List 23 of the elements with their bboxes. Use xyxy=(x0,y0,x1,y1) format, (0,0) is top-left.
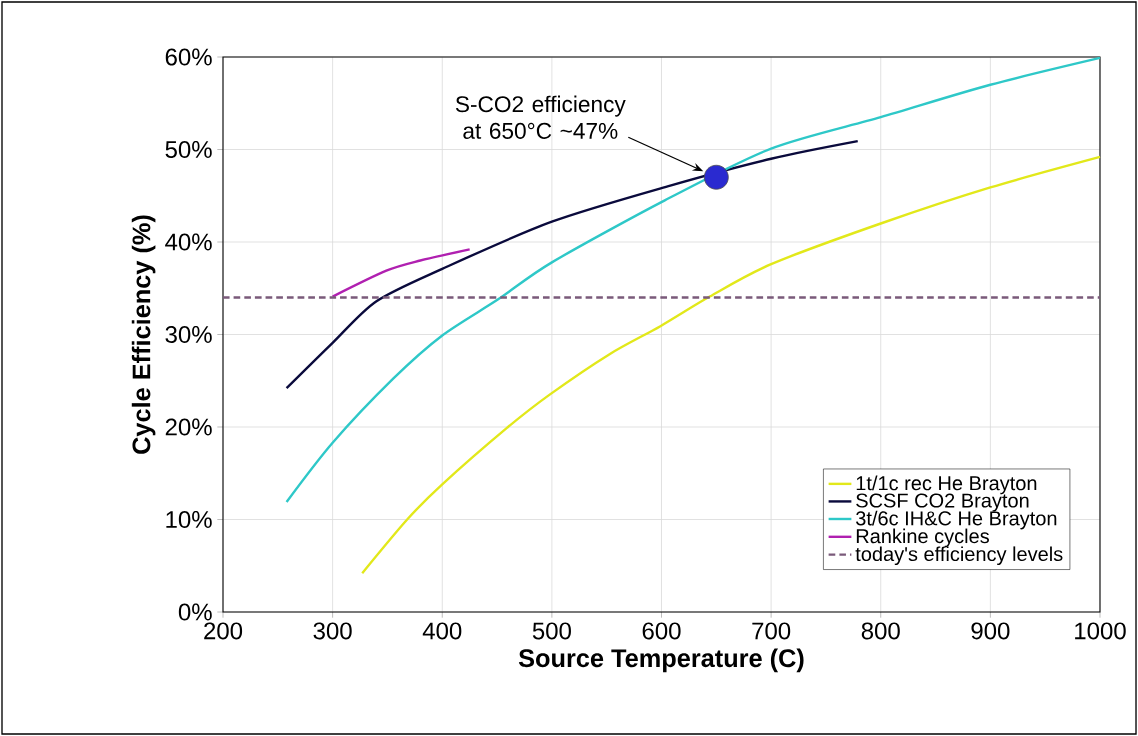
y-tick-label: 10% xyxy=(166,510,212,528)
y-tick-label: 50% xyxy=(165,140,212,158)
x-tick-label: 1000 xyxy=(1075,622,1126,640)
legend-label: today's efficiency levels xyxy=(855,546,1063,566)
x-axis-title: Source Temperature (C) xyxy=(518,648,804,673)
x-tick-label: 600 xyxy=(642,622,681,640)
y-tick-label: 20% xyxy=(165,418,212,436)
y-tick-label: 0% xyxy=(178,603,212,621)
x-tick-label: 500 xyxy=(532,622,571,640)
x-tick-label: 400 xyxy=(422,622,462,640)
y-tick-label: 60% xyxy=(165,48,212,66)
y-tick-label: 30% xyxy=(165,325,212,343)
y-tick-label: 40% xyxy=(165,233,212,251)
line-series xyxy=(361,155,1102,575)
x-tick-label: 700 xyxy=(752,622,791,640)
x-tick-label: 300 xyxy=(313,622,352,640)
x-tick-label: 200 xyxy=(204,622,243,640)
line-series xyxy=(331,248,471,298)
x-tick-label: 900 xyxy=(971,622,1010,640)
y-axis-title: Cycle Efficiency (%) xyxy=(131,215,156,454)
x-tick-label: 800 xyxy=(861,622,900,640)
line-series xyxy=(285,139,859,390)
annotation: S-CO2 efficiency at 650°C ~47% xyxy=(455,95,626,139)
